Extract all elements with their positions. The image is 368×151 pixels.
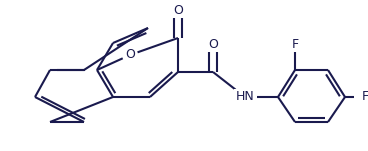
Text: O: O [125,48,135,61]
Text: O: O [208,37,218,50]
Text: F: F [362,90,368,103]
Text: HN: HN [236,90,254,103]
Text: O: O [173,3,183,16]
Text: F: F [291,37,298,50]
